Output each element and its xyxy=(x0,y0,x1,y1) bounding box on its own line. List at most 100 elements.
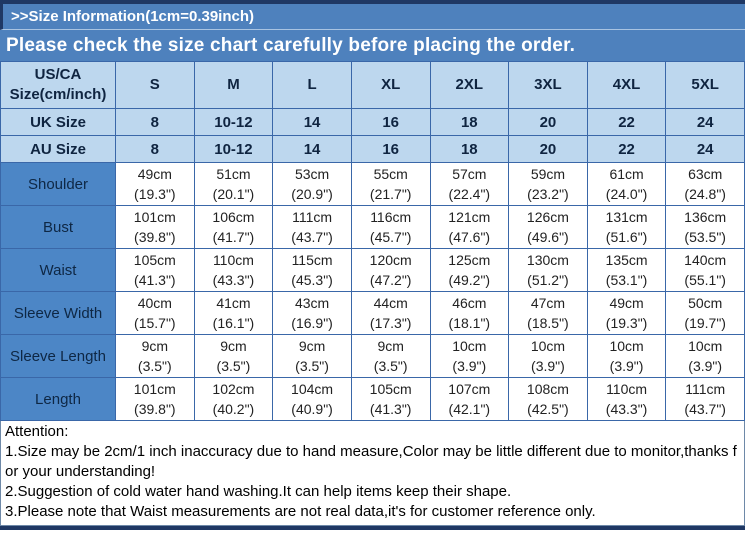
measurement-cell: 120cm (47.2") xyxy=(350,248,431,292)
measurement-cell: 10cm (3.9") xyxy=(586,334,667,378)
attention-note-line: 3.Please note that Waist measurements ar… xyxy=(5,503,596,520)
measurement-cell: 116cm (45.7") xyxy=(350,205,431,249)
region-size-cell: 24 xyxy=(665,108,745,136)
measurement-cell: 57cm (22.4") xyxy=(429,162,510,206)
measurement-cell: 40cm (15.7") xyxy=(115,291,195,335)
measurement-cell: 121cm (47.6") xyxy=(429,205,510,249)
measurement-cell: 50cm (19.7") xyxy=(665,291,745,335)
corner-header-cell: US/CA Size(cm/inch) xyxy=(0,61,116,109)
measurement-cell: 106cm (41.7") xyxy=(193,205,274,249)
measurement-cell: 61cm (24.0") xyxy=(586,162,667,206)
size-header-cell: 4XL xyxy=(586,61,667,109)
measurement-cell: 9cm (3.5") xyxy=(350,334,431,378)
measurement-cell: 104cm (40.9") xyxy=(272,377,352,421)
measurement-row: Sleeve Width 40cm (15.7") 41cm (16.1") 43cm… xyxy=(0,291,745,335)
measurement-cell: 10cm (3.9") xyxy=(665,334,745,378)
bottom-frame-bar xyxy=(0,526,745,530)
region-size-row: UK Size 8 10-12 14 16 18 20 22 24 xyxy=(0,108,745,136)
measurement-cell: 102cm (40.2") xyxy=(193,377,274,421)
region-size-cell: 16 xyxy=(350,135,431,163)
region-size-cell: 14 xyxy=(272,135,352,163)
size-information-title: >>Size Information(1cm=0.39inch) xyxy=(0,4,745,30)
region-size-cell: 10-12 xyxy=(193,108,274,136)
size-header-cell: 5XL xyxy=(665,61,745,109)
region-size-cell: 22 xyxy=(586,108,667,136)
measurement-cell: 101cm (39.8") xyxy=(115,205,195,249)
measurement-cell: 105cm (41.3") xyxy=(350,377,431,421)
measurement-cell: 125cm (49.2") xyxy=(429,248,510,292)
measurement-cell: 140cm (55.1") xyxy=(665,248,745,292)
measurement-cell: 111cm (43.7") xyxy=(665,377,745,421)
measurement-cell: 43cm (16.9") xyxy=(272,291,352,335)
measurement-cell: 47cm (18.5") xyxy=(508,291,588,335)
measurement-cell: 9cm (3.5") xyxy=(115,334,195,378)
measurement-row: Length 101cm (39.8") 102cm (40.2") 104cm (4… xyxy=(0,377,745,421)
measurement-cell: 10cm (3.9") xyxy=(429,334,510,378)
measurement-cell: 53cm (20.9") xyxy=(272,162,352,206)
measurement-cell: 63cm (24.8") xyxy=(665,162,745,206)
measurement-cell: 107cm (42.1") xyxy=(429,377,510,421)
measurement-row: Waist 105cm (41.3") 110cm (43.3") 115cm (45… xyxy=(0,248,745,292)
row-label-cell: UK Size xyxy=(0,108,116,136)
measurement-cell: 59cm (23.2") xyxy=(508,162,588,206)
measurement-cell: 9cm (3.5") xyxy=(272,334,352,378)
row-label-cell: Sleeve Length xyxy=(0,334,116,378)
measurement-cell: 130cm (51.2") xyxy=(508,248,588,292)
measurement-cell: 111cm (43.7") xyxy=(272,205,352,249)
size-header-cell: 3XL xyxy=(508,61,588,109)
attention-notes: Attention: 1.Size may be 2cm/1 inch inac… xyxy=(0,421,745,526)
measurement-row: Bust 101cm (39.8") 106cm (41.7") 111cm (43.… xyxy=(0,205,745,249)
measurement-cell: 108cm (42.5") xyxy=(508,377,588,421)
region-size-cell: 24 xyxy=(665,135,745,163)
attention-note-line: 1.Size may be 2cm/1 inch inaccuracy due … xyxy=(5,443,737,480)
measurement-cell: 9cm (3.5") xyxy=(193,334,274,378)
region-size-row: AU Size 8 10-12 14 16 18 20 22 24 xyxy=(0,135,745,163)
size-header-cell: S xyxy=(115,61,195,109)
measurement-cell: 110cm (43.3") xyxy=(586,377,667,421)
row-label-cell: Length xyxy=(0,377,116,421)
measurement-cell: 44cm (17.3") xyxy=(350,291,431,335)
attention-title: Attention: xyxy=(5,423,69,440)
region-size-cell: 16 xyxy=(350,108,431,136)
attention-note-line: 2.Suggestion of cold water hand washing.… xyxy=(5,483,512,500)
region-size-cell: 18 xyxy=(429,135,510,163)
region-size-cell: 8 xyxy=(115,108,195,136)
measurement-cell: 136cm (53.5") xyxy=(665,205,745,249)
size-chart-header-row: US/CA Size(cm/inch) S M L XL 2XL 3XL 4XL 5XL xyxy=(0,61,745,109)
row-label-cell: Sleeve Width xyxy=(0,291,116,335)
measurement-cell: 115cm (45.3") xyxy=(272,248,352,292)
measurement-cell: 110cm (43.3") xyxy=(193,248,274,292)
size-header-cell: XL xyxy=(350,61,431,109)
size-header-cell: 2XL xyxy=(429,61,510,109)
size-header-cell: M xyxy=(193,61,274,109)
measurement-row: Sleeve Length 9cm (3.5") 9cm (3.5") 9cm (3.… xyxy=(0,334,745,378)
row-label-cell: Waist xyxy=(0,248,116,292)
size-chart-body: UK Size 8 10-12 14 16 18 20 22 24 AU Size 8 10-12 14… xyxy=(0,108,745,421)
measurement-cell: 101cm (39.8") xyxy=(115,377,195,421)
region-size-cell: 20 xyxy=(508,135,588,163)
measurement-cell: 46cm (18.1") xyxy=(429,291,510,335)
measurement-cell: 49cm (19.3") xyxy=(586,291,667,335)
size-header-cell: L xyxy=(272,61,352,109)
region-size-cell: 18 xyxy=(429,108,510,136)
row-label-cell: Bust xyxy=(0,205,116,249)
region-size-cell: 20 xyxy=(508,108,588,136)
measurement-cell: 105cm (41.3") xyxy=(115,248,195,292)
size-chart-warning-banner: Please check the size chart carefully be… xyxy=(0,30,745,61)
row-label-cell: AU Size xyxy=(0,135,116,163)
size-chart-table: US/CA Size(cm/inch) S M L XL 2XL 3XL 4XL 5XL UK … xyxy=(0,61,745,421)
measurement-cell: 55cm (21.7") xyxy=(350,162,431,206)
measurement-cell: 135cm (53.1") xyxy=(586,248,667,292)
measurement-cell: 49cm (19.3") xyxy=(115,162,195,206)
measurement-cell: 10cm (3.9") xyxy=(508,334,588,378)
measurement-cell: 51cm (20.1") xyxy=(193,162,274,206)
row-label-cell: Shoulder xyxy=(0,162,116,206)
region-size-cell: 14 xyxy=(272,108,352,136)
measurement-row: Shoulder 49cm (19.3") 51cm (20.1") 53cm (20… xyxy=(0,162,745,206)
measurement-cell: 126cm (49.6") xyxy=(508,205,588,249)
region-size-cell: 22 xyxy=(586,135,667,163)
region-size-cell: 10-12 xyxy=(193,135,274,163)
measurement-cell: 41cm (16.1") xyxy=(193,291,274,335)
measurement-cell: 131cm (51.6") xyxy=(586,205,667,249)
